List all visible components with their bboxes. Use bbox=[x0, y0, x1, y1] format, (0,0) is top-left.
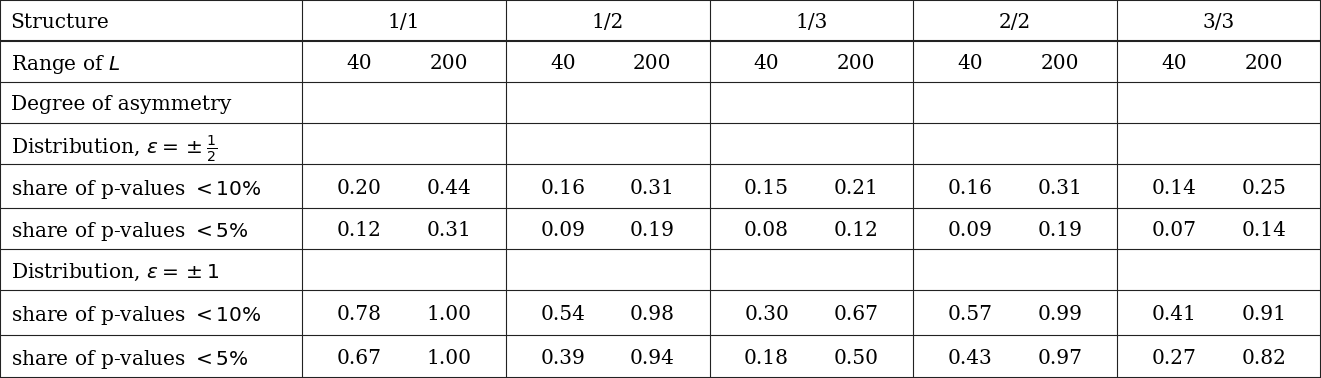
Text: share of p-values $< 5\%$: share of p-values $< 5\%$ bbox=[11, 220, 248, 243]
Text: 1/1: 1/1 bbox=[387, 13, 420, 32]
Text: 0.21: 0.21 bbox=[834, 179, 878, 198]
Text: 200: 200 bbox=[1041, 54, 1079, 73]
Text: share of p-values $< 10\%$: share of p-values $< 10\%$ bbox=[11, 304, 262, 327]
Text: 0.09: 0.09 bbox=[540, 221, 585, 240]
Text: 200: 200 bbox=[429, 54, 468, 73]
Text: Distribution, $\epsilon = \pm1$: Distribution, $\epsilon = \pm1$ bbox=[11, 262, 219, 283]
Text: 0.25: 0.25 bbox=[1242, 179, 1287, 198]
Text: 0.19: 0.19 bbox=[630, 221, 675, 240]
Text: 0.31: 0.31 bbox=[427, 221, 472, 240]
Text: 200: 200 bbox=[1244, 54, 1283, 73]
Text: 0.14: 0.14 bbox=[1152, 179, 1197, 198]
Text: share of p-values $< 10\%$: share of p-values $< 10\%$ bbox=[11, 178, 262, 201]
Text: 200: 200 bbox=[838, 54, 876, 73]
Text: 1/2: 1/2 bbox=[592, 13, 624, 32]
Text: share of p-values $< 5\%$: share of p-values $< 5\%$ bbox=[11, 348, 248, 371]
Text: 200: 200 bbox=[633, 54, 671, 73]
Text: 0.67: 0.67 bbox=[337, 349, 382, 368]
Text: 0.57: 0.57 bbox=[948, 305, 993, 324]
Text: 0.15: 0.15 bbox=[744, 179, 789, 198]
Text: 0.09: 0.09 bbox=[948, 221, 993, 240]
Text: 0.31: 0.31 bbox=[1038, 179, 1082, 198]
Text: 40: 40 bbox=[346, 54, 371, 73]
Text: 0.18: 0.18 bbox=[744, 349, 789, 368]
Text: 1/3: 1/3 bbox=[795, 13, 828, 32]
Text: 0.94: 0.94 bbox=[630, 349, 675, 368]
Text: 0.91: 0.91 bbox=[1242, 305, 1287, 324]
Text: 0.43: 0.43 bbox=[948, 349, 993, 368]
Text: 0.39: 0.39 bbox=[540, 349, 585, 368]
Text: 0.98: 0.98 bbox=[630, 305, 675, 324]
Text: 2/2: 2/2 bbox=[999, 13, 1032, 32]
Text: 0.27: 0.27 bbox=[1152, 349, 1197, 368]
Text: 0.67: 0.67 bbox=[834, 305, 878, 324]
Text: 0.16: 0.16 bbox=[540, 179, 585, 198]
Text: 40: 40 bbox=[1161, 54, 1188, 73]
Text: 1.00: 1.00 bbox=[427, 305, 472, 324]
Text: 40: 40 bbox=[958, 54, 983, 73]
Text: 0.78: 0.78 bbox=[337, 305, 382, 324]
Text: 0.30: 0.30 bbox=[744, 305, 789, 324]
Text: Degree of asymmetry: Degree of asymmetry bbox=[11, 95, 231, 114]
Text: 0.31: 0.31 bbox=[630, 179, 675, 198]
Text: 3/3: 3/3 bbox=[1203, 13, 1235, 32]
Text: 0.99: 0.99 bbox=[1037, 305, 1083, 324]
Text: 0.16: 0.16 bbox=[948, 179, 993, 198]
Text: 0.08: 0.08 bbox=[744, 221, 789, 240]
Text: 0.19: 0.19 bbox=[1037, 221, 1083, 240]
Text: 40: 40 bbox=[550, 54, 576, 73]
Text: 0.44: 0.44 bbox=[427, 179, 472, 198]
Text: 0.97: 0.97 bbox=[1037, 349, 1083, 368]
Text: Distribution, $\epsilon = \pm\frac{1}{2}$: Distribution, $\epsilon = \pm\frac{1}{2}… bbox=[11, 133, 217, 164]
Text: 1.00: 1.00 bbox=[427, 349, 472, 368]
Text: 0.41: 0.41 bbox=[1152, 305, 1197, 324]
Text: Range of $L$: Range of $L$ bbox=[11, 53, 120, 76]
Text: 0.12: 0.12 bbox=[834, 221, 878, 240]
Text: 0.12: 0.12 bbox=[337, 221, 382, 240]
Text: 0.14: 0.14 bbox=[1242, 221, 1287, 240]
Text: 40: 40 bbox=[754, 54, 779, 73]
Text: 0.07: 0.07 bbox=[1152, 221, 1197, 240]
Text: 0.20: 0.20 bbox=[337, 179, 382, 198]
Text: 0.50: 0.50 bbox=[834, 349, 878, 368]
Text: 0.54: 0.54 bbox=[540, 305, 585, 324]
Text: Structure: Structure bbox=[11, 13, 110, 32]
Text: 0.82: 0.82 bbox=[1242, 349, 1287, 368]
